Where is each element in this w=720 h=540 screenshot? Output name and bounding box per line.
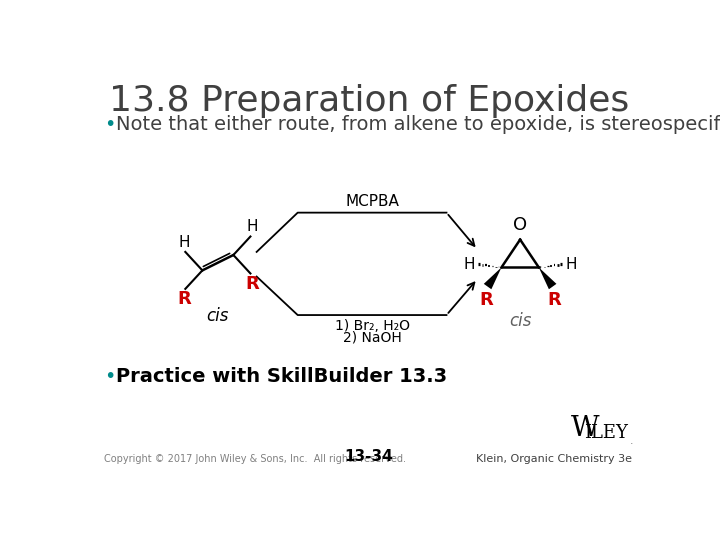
Text: W: W xyxy=(570,415,599,442)
Text: 2) NaOH: 2) NaOH xyxy=(343,330,402,345)
Text: •: • xyxy=(104,367,115,386)
Polygon shape xyxy=(484,267,502,289)
Text: Copyright © 2017 John Wiley & Sons, Inc.  All rights reserved.: Copyright © 2017 John Wiley & Sons, Inc.… xyxy=(104,454,406,464)
Text: •: • xyxy=(104,115,115,134)
Text: 13-34: 13-34 xyxy=(345,449,393,464)
Text: W: W xyxy=(631,443,632,444)
Text: 13.8 Preparation of Epoxides: 13.8 Preparation of Epoxides xyxy=(109,84,629,118)
Text: R: R xyxy=(245,275,259,293)
Text: R: R xyxy=(479,291,493,309)
Text: H: H xyxy=(565,256,577,272)
Text: R: R xyxy=(547,291,561,309)
Text: 1) Br₂, H₂O: 1) Br₂, H₂O xyxy=(335,319,410,333)
Text: Klein, Organic Chemistry 3e: Klein, Organic Chemistry 3e xyxy=(477,454,632,464)
Text: Note that either route, from alkene to epoxide, is stereospecific:: Note that either route, from alkene to e… xyxy=(117,115,720,134)
Text: H: H xyxy=(464,256,475,272)
Text: H: H xyxy=(178,234,189,249)
Text: cis: cis xyxy=(207,307,229,325)
Text: ILEY: ILEY xyxy=(585,424,629,442)
Text: H: H xyxy=(246,219,258,234)
Text: Practice with SkillBuilder 13.3: Practice with SkillBuilder 13.3 xyxy=(117,367,447,386)
Text: R: R xyxy=(177,291,191,308)
Text: cis: cis xyxy=(509,312,531,330)
Text: MCPBA: MCPBA xyxy=(345,194,399,209)
Polygon shape xyxy=(539,267,557,289)
Text: O: O xyxy=(513,216,527,234)
